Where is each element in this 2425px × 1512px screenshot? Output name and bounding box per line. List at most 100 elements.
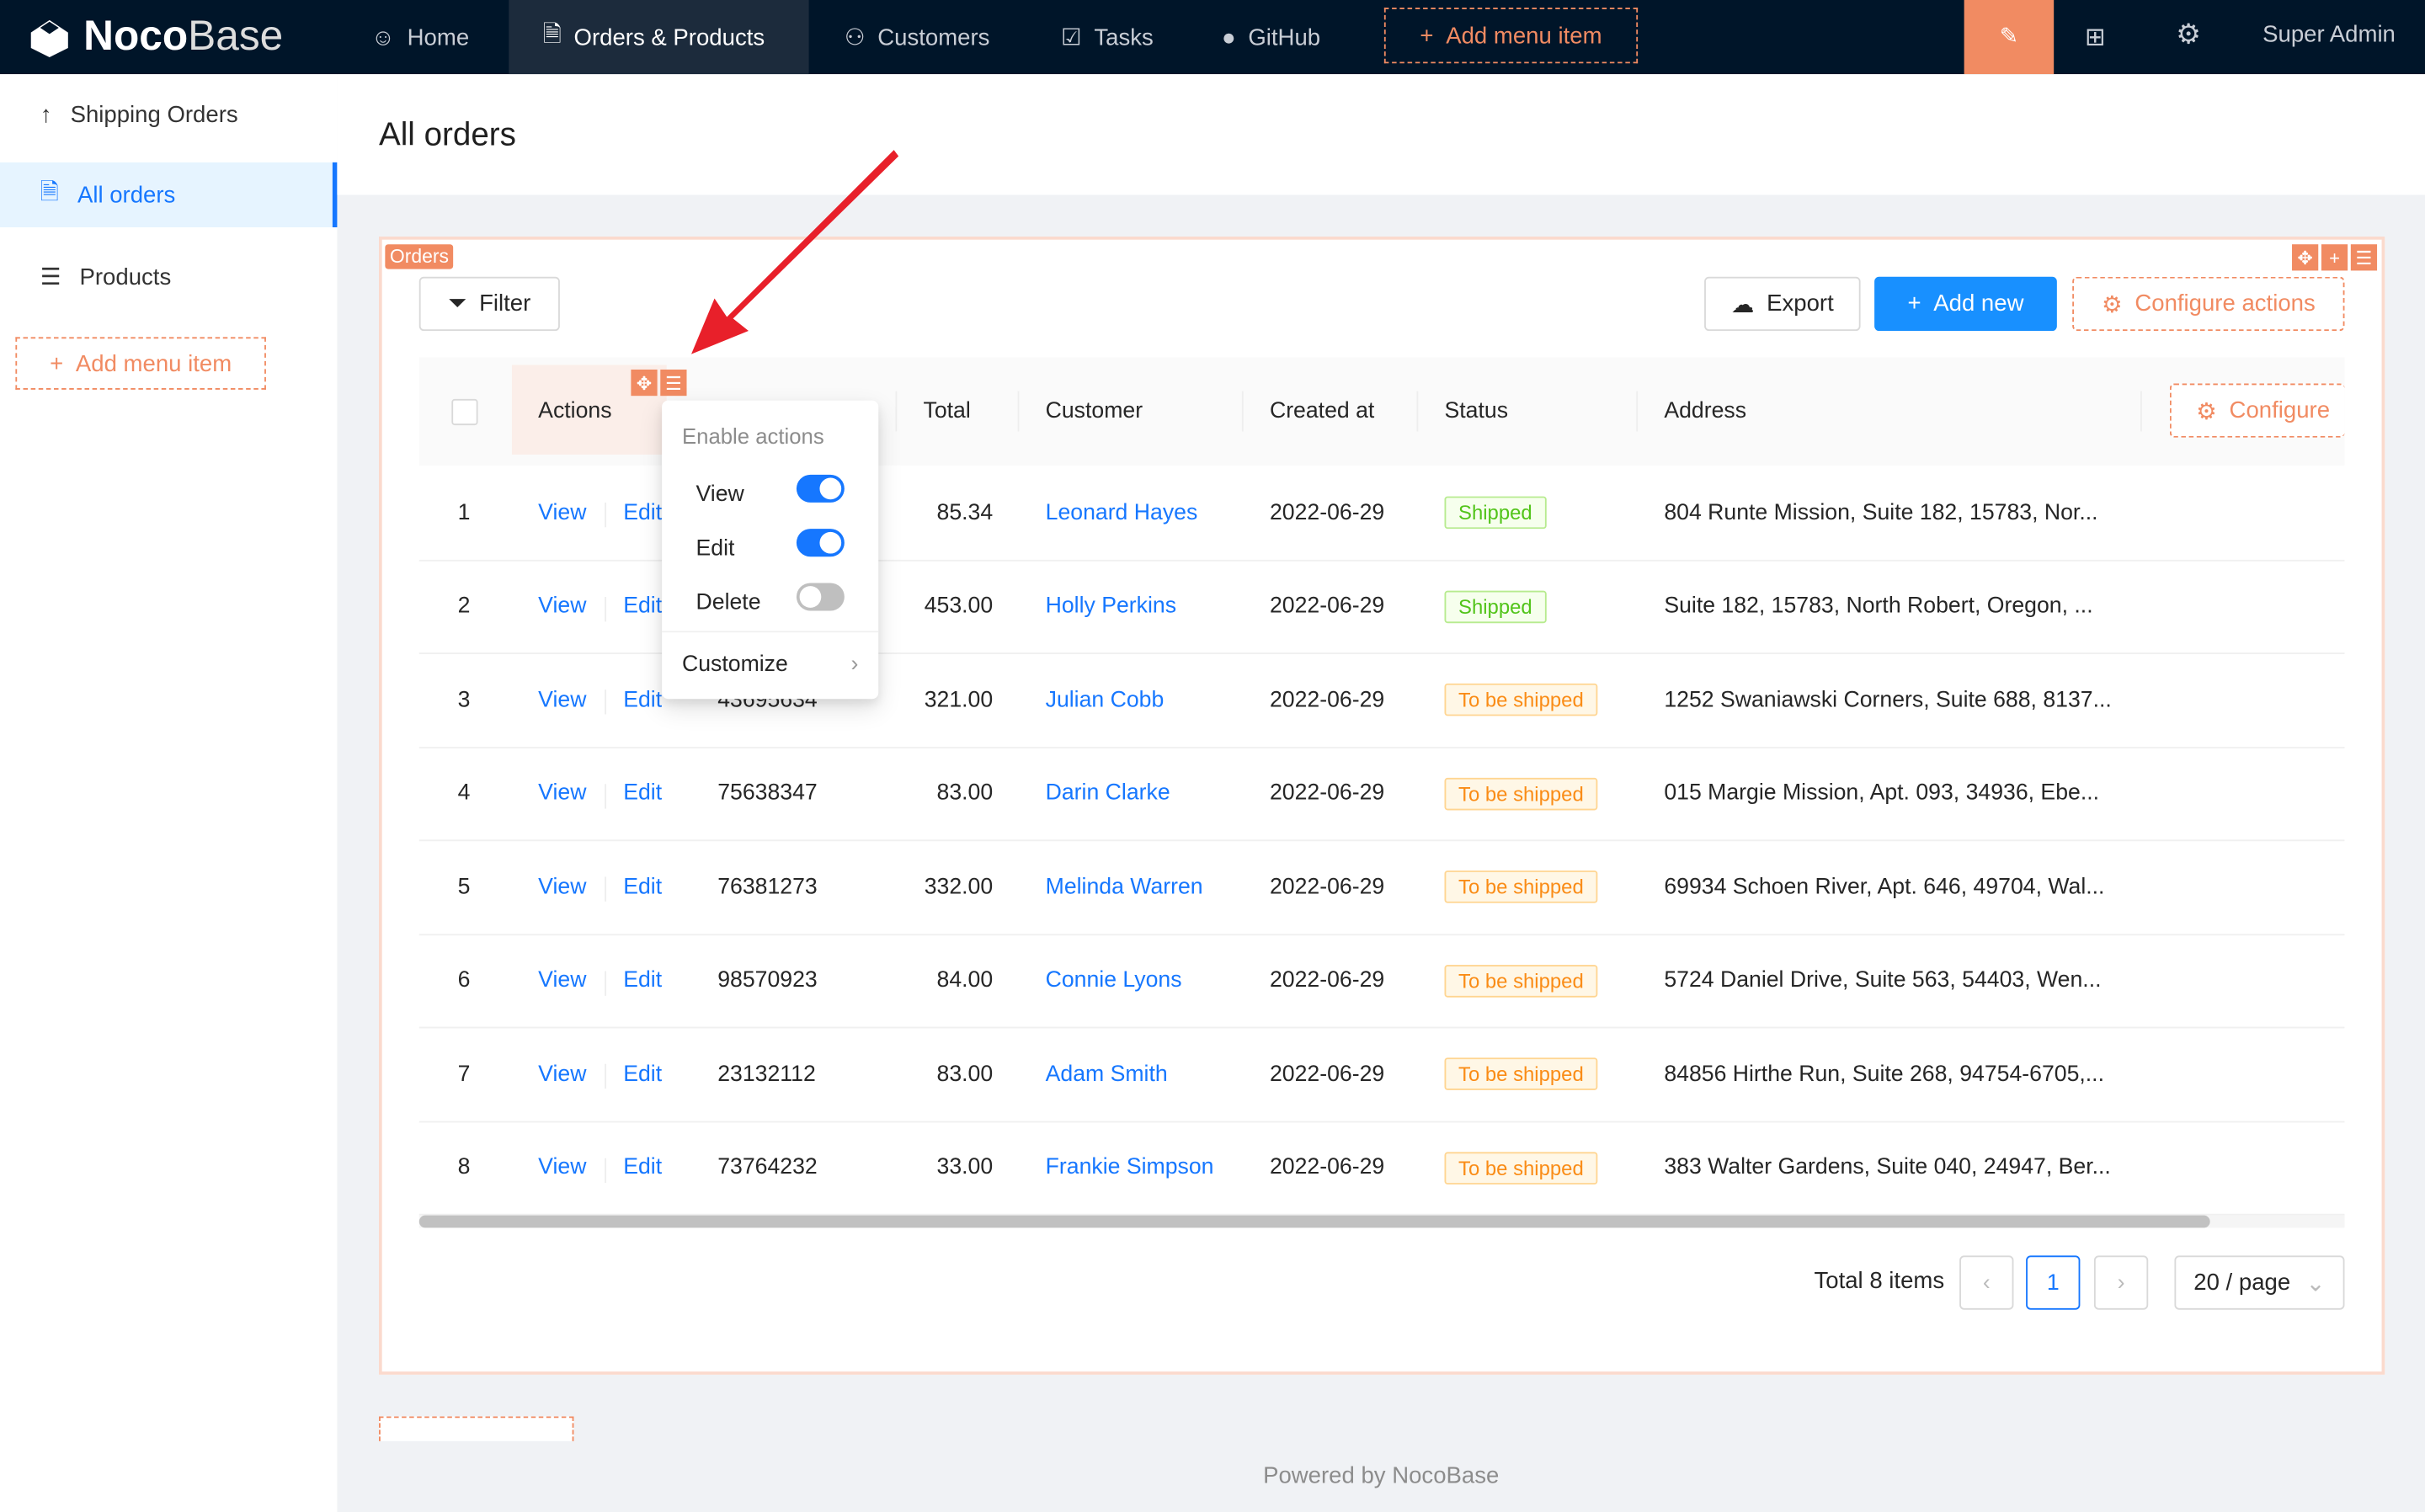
- view-link[interactable]: View: [538, 875, 587, 900]
- prev-page-button[interactable]: ‹: [1959, 1255, 2014, 1310]
- sidebar-item-label: Products: [79, 264, 172, 290]
- sidebar-item-shipping-orders[interactable]: ↑ Shipping Orders: [0, 82, 337, 146]
- toggle-item-delete[interactable]: Delete: [662, 578, 878, 632]
- edit-link[interactable]: Edit: [623, 781, 663, 807]
- table-row: 1 View Edit 85.34 Leonard Hayes 2022-06-…: [418, 467, 2345, 561]
- total-cell: 85.34: [936, 500, 994, 526]
- address-cell: 69934 Schoen River, Apt. 646, 49704, Wal…: [1664, 875, 2105, 900]
- edit-link[interactable]: Edit: [623, 1155, 663, 1180]
- enable-actions-popup: Enable actions View Edit Delete Customiz…: [662, 400, 879, 700]
- column-divider: [1636, 391, 1639, 432]
- nav-item-orders-products[interactable]: 🗎 Orders & Products: [509, 0, 809, 75]
- drag-handle-icon[interactable]: ✥: [2292, 244, 2319, 271]
- row-number: 8: [457, 1155, 471, 1180]
- column-menu-icon[interactable]: ☰: [660, 369, 687, 397]
- view-link[interactable]: View: [538, 1062, 587, 1087]
- customer-link[interactable]: Leonard Hayes: [1045, 500, 1198, 526]
- toggle-switch[interactable]: [796, 474, 845, 503]
- horizontal-scrollbar[interactable]: [418, 1215, 2345, 1228]
- edit-link[interactable]: Edit: [623, 968, 663, 993]
- select-all-checkbox[interactable]: [451, 398, 478, 426]
- view-link[interactable]: View: [538, 500, 587, 526]
- add-block-icon[interactable]: +: [2321, 244, 2348, 271]
- sidebar-item-all-orders[interactable]: 🗎 All orders: [0, 162, 338, 227]
- user-menu[interactable]: Super Admin: [2262, 21, 2396, 48]
- next-page-button[interactable]: ›: [2093, 1255, 2149, 1310]
- toggle-item-view[interactable]: View: [662, 470, 878, 524]
- nav-item-home[interactable]: ☺ Home: [371, 0, 469, 74]
- ui-editor-toggle[interactable]: ✎: [1964, 0, 2055, 75]
- chevron-right-icon: ›: [2117, 1270, 2125, 1296]
- add-menu-item-button[interactable]: + Add menu item: [1383, 8, 1639, 64]
- toggle-item-edit[interactable]: Edit: [662, 524, 878, 578]
- scrollbar-thumb[interactable]: [418, 1215, 2210, 1228]
- sidebar-add-menu-item-button[interactable]: + Add menu item: [15, 337, 266, 390]
- add-block-button[interactable]: [378, 1416, 574, 1441]
- settings-gear-icon[interactable]: ⚙: [2176, 19, 2201, 50]
- nav-item-github[interactable]: ● GitHub: [1222, 0, 1320, 74]
- column-header-total[interactable]: Total: [923, 398, 971, 424]
- brand-bold: Noco: [83, 12, 189, 59]
- edit-link[interactable]: Edit: [623, 1062, 663, 1087]
- customer-link[interactable]: Julian Cobb: [1045, 687, 1165, 713]
- table-row: 6 View Edit 98570923 84.00 Connie Lyons …: [418, 934, 2345, 1029]
- customer-link[interactable]: Holly Perkins: [1045, 594, 1177, 620]
- total-cell: 33.00: [936, 1155, 994, 1180]
- sidebar-item-products[interactable]: ☰ Products: [0, 244, 337, 309]
- column-header-customer[interactable]: Customer: [1045, 398, 1143, 424]
- configure-columns-button[interactable]: ⚙ Configure: [2169, 383, 2345, 438]
- page-size-value: 20 / page: [2193, 1269, 2291, 1296]
- export-button[interactable]: ☁ Export: [1704, 276, 1861, 332]
- page-1-button[interactable]: 1: [2026, 1255, 2081, 1310]
- nav-label: Home: [407, 24, 470, 51]
- customer-link[interactable]: Adam Smith: [1045, 1062, 1168, 1087]
- customer-link[interactable]: Melinda Warren: [1045, 875, 1203, 900]
- page-size-select[interactable]: 20 / page ⌄: [2174, 1255, 2345, 1310]
- column-header-actions[interactable]: Actions: [538, 398, 612, 424]
- row-number: 3: [457, 687, 471, 713]
- view-link[interactable]: View: [538, 594, 587, 620]
- view-link[interactable]: View: [538, 968, 587, 993]
- gear-icon: ⚙: [2101, 291, 2123, 318]
- filter-button[interactable]: ⏷ Filter: [418, 276, 560, 332]
- order-number: 23132112: [717, 1062, 816, 1087]
- logo-cube-icon: [30, 19, 68, 57]
- add-new-button[interactable]: + Add new: [1874, 276, 2057, 332]
- button-label: Filter: [479, 290, 531, 317]
- total-cell: 453.00: [924, 594, 994, 620]
- nav-item-customers[interactable]: ⚇ Customers: [845, 0, 990, 74]
- customize-menu-item[interactable]: Customize ›: [662, 636, 878, 695]
- plugin-manager-icon[interactable]: ⊞: [2084, 24, 2106, 51]
- edit-link[interactable]: Edit: [623, 875, 663, 900]
- popup-title: Enable actions: [681, 423, 824, 449]
- nocobase-logo[interactable]: Noco Base: [24, 13, 283, 61]
- customer-link[interactable]: Connie Lyons: [1045, 968, 1182, 993]
- toggle-switch[interactable]: [796, 583, 845, 611]
- toggle-switch[interactable]: [796, 529, 845, 557]
- user-icon: ⚇: [844, 24, 866, 51]
- view-link[interactable]: View: [538, 781, 587, 807]
- block-menu-icon[interactable]: ☰: [2350, 244, 2378, 271]
- created-at-cell: 2022-06-29: [1269, 781, 1385, 807]
- edit-link[interactable]: Edit: [623, 500, 663, 526]
- view-link[interactable]: View: [538, 687, 587, 713]
- column-drag-icon[interactable]: ✥: [631, 369, 658, 397]
- chevron-down-icon: ⌄: [2305, 1270, 2326, 1297]
- divider: [605, 1063, 606, 1089]
- view-link[interactable]: View: [538, 1155, 587, 1180]
- column-header-address[interactable]: Address: [1664, 398, 1747, 424]
- configure-actions-button[interactable]: ⚙ Configure actions: [2072, 276, 2345, 332]
- customer-link[interactable]: Frankie Simpson: [1045, 1155, 1214, 1180]
- address-cell: 5724 Daniel Drive, Suite 563, 54403, Wen…: [1664, 968, 2102, 993]
- order-number: 98570923: [717, 968, 818, 993]
- file-check-icon: 🗎: [40, 178, 59, 205]
- nav-item-tasks[interactable]: ☑ Tasks: [1061, 0, 1154, 74]
- column-header-created-at[interactable]: Created at: [1269, 398, 1375, 424]
- column-header-status[interactable]: Status: [1444, 398, 1509, 424]
- status-badge: Shipped: [1444, 497, 1547, 530]
- plus-icon: +: [1420, 22, 1434, 49]
- order-number: 73764232: [717, 1155, 818, 1180]
- edit-link[interactable]: Edit: [623, 687, 663, 713]
- customer-link[interactable]: Darin Clarke: [1045, 781, 1170, 807]
- edit-link[interactable]: Edit: [623, 594, 663, 620]
